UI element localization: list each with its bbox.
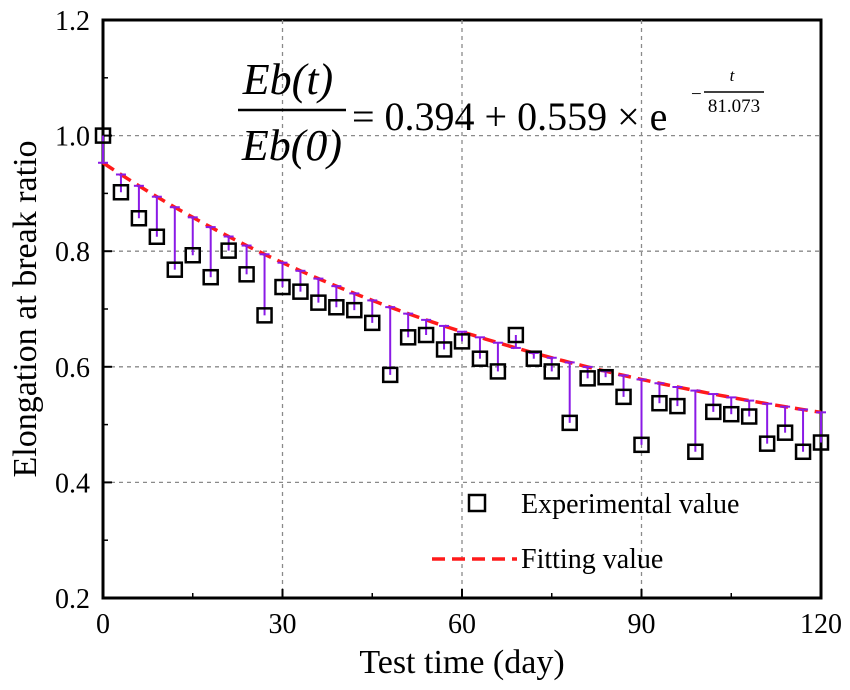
eq-lhs-numerator: Eb(t) <box>242 55 333 104</box>
legend-fitting-label: Fitting value <box>521 544 663 575</box>
data-point <box>561 414 578 432</box>
data-point <box>651 394 668 412</box>
data-point <box>507 326 525 344</box>
data-point <box>740 408 758 425</box>
fit-equation: Eb(t) Eb(0) = 0.394 + 0.559 × e − t 81.0… <box>238 55 764 170</box>
data-point <box>399 329 417 346</box>
markers <box>94 127 830 461</box>
y-tick-label: 0.2 <box>55 584 90 615</box>
data-point <box>471 350 489 367</box>
x-tick-label: 120 <box>800 609 842 640</box>
x-tick-label: 0 <box>96 609 110 640</box>
x-tick-label: 90 <box>628 609 656 640</box>
data-point <box>148 228 166 245</box>
y-axis-title: Elongation at break ratio <box>7 140 44 477</box>
x-tick-label: 60 <box>448 609 476 640</box>
data-point <box>417 326 435 344</box>
data-point <box>687 443 704 461</box>
data-point <box>633 436 650 454</box>
eq-exp-sign: − <box>691 84 702 105</box>
x-axis-title: Test time (day) <box>359 644 564 681</box>
data-point <box>346 301 363 319</box>
data-point <box>525 350 543 367</box>
data-point <box>381 366 399 384</box>
tick-labels: 0 30 60 90 120 0.2 0.4 0.6 0.8 1.0 1.2 <box>55 6 842 640</box>
data-point <box>794 443 812 461</box>
legend-experimental-label: Experimental value <box>521 489 739 520</box>
data-point <box>94 127 112 144</box>
legend-experimental-marker <box>467 493 487 513</box>
x-tick-label: 30 <box>269 609 297 640</box>
data-point <box>184 246 201 264</box>
data-point <box>723 405 740 423</box>
y-tick-label: 0.8 <box>55 237 90 268</box>
legend: Experimental value Fitting value <box>432 489 739 575</box>
errorbars <box>98 135 826 452</box>
data-point <box>669 397 686 415</box>
data-point <box>364 314 381 332</box>
y-tick-label: 0.4 <box>55 468 90 499</box>
fit-line-group <box>102 161 822 415</box>
data-point <box>615 388 632 406</box>
data-point <box>776 424 794 441</box>
eq-exp-numerator: t <box>730 66 736 85</box>
y-tick-label: 1.0 <box>55 122 90 153</box>
data-point <box>292 283 309 300</box>
data-point <box>256 307 273 324</box>
data-point <box>274 278 291 296</box>
ticks <box>102 19 822 599</box>
data-point <box>238 266 255 283</box>
data-point <box>489 363 507 380</box>
data-point <box>220 242 237 259</box>
data-point <box>328 299 345 316</box>
eq-rhs: = 0.394 + 0.559 × e <box>352 94 667 139</box>
eq-lhs-denominator: Eb(0) <box>241 121 342 170</box>
data-point <box>705 403 722 421</box>
data-point <box>597 368 614 386</box>
data-point <box>310 294 327 311</box>
data-point <box>579 370 596 387</box>
grid <box>103 20 821 598</box>
data-point <box>543 363 560 380</box>
data-point <box>202 268 219 286</box>
y-tick-label: 1.2 <box>55 6 90 37</box>
data-point <box>758 435 776 452</box>
data-point <box>166 261 184 278</box>
eq-exp-denominator: 81.073 <box>708 96 760 117</box>
data-point <box>453 333 471 350</box>
y-tick-label: 0.6 <box>55 353 90 384</box>
data-point <box>130 210 148 227</box>
data-point <box>812 434 830 451</box>
data-point <box>112 183 130 201</box>
data-point <box>435 341 453 358</box>
fit-line <box>102 161 822 415</box>
